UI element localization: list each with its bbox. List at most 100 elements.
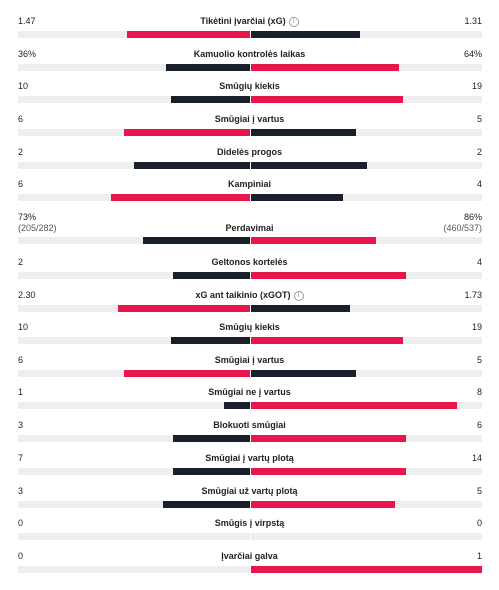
stat-home-bar-track bbox=[18, 402, 250, 409]
stat-home-main: 6 bbox=[18, 355, 24, 365]
stat-away-bar-track bbox=[251, 96, 482, 103]
stat-away-value: 4 bbox=[477, 257, 482, 268]
stat-home-main: 1.47 bbox=[18, 16, 36, 26]
stat-home-main: 10 bbox=[18, 81, 29, 91]
stat-label-text: Tikėtini įvarčiai (xG) bbox=[200, 16, 286, 26]
stat-away-bar-fill bbox=[251, 64, 399, 71]
stat-away-value: 6 bbox=[477, 420, 482, 431]
stat-away-bar-fill bbox=[251, 370, 356, 377]
stat-home-main: 2 bbox=[18, 147, 24, 157]
stat-away-bar-track bbox=[251, 468, 482, 475]
stat-row-smugiai-uz-vartu-plota: 3 5 Smūgiai už vartų plotą bbox=[0, 486, 499, 512]
stat-home-bar-fill bbox=[171, 96, 250, 103]
stat-home-bar-track bbox=[18, 96, 250, 103]
stat-home-value: 10 bbox=[18, 322, 28, 333]
stat-home-main: 1 bbox=[18, 387, 24, 397]
stat-home-bar-fill bbox=[173, 435, 250, 442]
stat-row-ivarciai-galva: 0 1 Įvarčiai galva bbox=[0, 551, 499, 577]
stat-away-bar-fill bbox=[251, 305, 350, 312]
stat-away-value: 5 bbox=[477, 486, 482, 497]
stat-home-main: 2 bbox=[18, 257, 24, 267]
stat-home-main: 3 bbox=[18, 486, 24, 496]
stat-away-value: 1.73 bbox=[464, 290, 482, 301]
stat-home-bar-track bbox=[18, 162, 250, 169]
stat-away-bar-track bbox=[251, 402, 482, 409]
stat-away-bar-track bbox=[251, 194, 482, 201]
stat-home-value: 3 bbox=[18, 486, 23, 497]
stat-row-xg-ant-taikinio-xgot: 2.30 1.73 xG ant taikinio (xGOT) i bbox=[0, 290, 499, 316]
stat-home-bar-track bbox=[18, 272, 250, 279]
stat-label: Geltonos kortelės bbox=[0, 257, 499, 268]
stat-away-value: 86% (460/537) bbox=[443, 212, 482, 234]
stat-row-smugiai-i-vartu-plota: 7 14 Smūgiai į vartų plotą bbox=[0, 453, 499, 479]
stat-home-main: 0 bbox=[18, 551, 24, 561]
stat-home-main: 6 bbox=[18, 114, 24, 124]
stat-label-text: Geltonos kortelės bbox=[211, 257, 288, 267]
stat-away-main: 14 bbox=[471, 453, 482, 463]
stat-away-main: 0 bbox=[476, 518, 482, 528]
stat-away-bar-fill bbox=[251, 237, 376, 244]
stat-home-value: 6 bbox=[18, 114, 23, 125]
stat-away-bar-track bbox=[251, 305, 482, 312]
stat-row-smugiai-ne-i-vartus: 1 8 Smūgiai ne į vartus bbox=[0, 387, 499, 413]
stat-away-bar-track bbox=[251, 435, 482, 442]
stat-label-text: Įvarčiai galva bbox=[221, 551, 278, 561]
stat-label: Smūgių kiekis bbox=[0, 322, 499, 333]
stat-home-bar-track bbox=[18, 468, 250, 475]
stat-home-main: 36% bbox=[18, 49, 37, 59]
stat-home-bar-fill bbox=[127, 31, 250, 38]
stat-away-main: 5 bbox=[476, 486, 482, 496]
stat-label-text: Kampiniai bbox=[227, 179, 271, 189]
stat-away-main: 6 bbox=[476, 420, 482, 430]
stat-label-text: Smūgių kiekis bbox=[219, 322, 280, 332]
stat-label-text: Didelės progos bbox=[216, 147, 282, 157]
stat-label-text: Smūgių kiekis bbox=[219, 81, 280, 91]
stat-label: Kampiniai bbox=[0, 179, 499, 190]
stat-away-bar-track bbox=[251, 64, 482, 71]
stat-home-bar-fill bbox=[134, 162, 250, 169]
stat-home-value: 0 bbox=[18, 518, 23, 529]
stat-home-main: 0 bbox=[18, 518, 24, 528]
stat-label: Įvarčiai galva bbox=[0, 551, 499, 562]
stat-home-main: 7 bbox=[18, 453, 24, 463]
stat-home-bar-fill bbox=[163, 501, 250, 508]
stat-row-blokuoti-smugiai: 3 6 Blokuoti smūgiai bbox=[0, 420, 499, 446]
stat-row-kampiniai: 6 4 Kampiniai bbox=[0, 179, 499, 205]
stat-away-main: 4 bbox=[476, 179, 482, 189]
stat-away-value: 14 bbox=[472, 453, 482, 464]
stat-label-text: xG ant taikinio (xGOT) bbox=[195, 290, 291, 300]
stat-home-value: 10 bbox=[18, 81, 28, 92]
stat-away-main: 64% bbox=[463, 49, 482, 59]
stat-home-bar-track bbox=[18, 533, 250, 540]
info-icon[interactable]: i bbox=[293, 291, 304, 301]
stat-away-bar-track bbox=[251, 501, 482, 508]
stat-home-bar-track bbox=[18, 31, 250, 38]
stat-home-bar-track bbox=[18, 305, 250, 312]
stat-home-value: 3 bbox=[18, 420, 23, 431]
stat-home-bar-fill bbox=[118, 305, 250, 312]
stat-row-dideles-progos: 2 2 Didelės progos bbox=[0, 147, 499, 173]
stat-away-value: 19 bbox=[472, 81, 482, 92]
stat-home-bar-fill bbox=[173, 468, 250, 475]
stat-away-value: 4 bbox=[477, 179, 482, 190]
stat-away-main: 19 bbox=[471, 81, 482, 91]
stat-home-bar-track bbox=[18, 501, 250, 508]
stat-away-value: 8 bbox=[477, 387, 482, 398]
stat-label-text: Smūgiai ne į vartus bbox=[208, 387, 291, 397]
stat-away-bar-fill bbox=[251, 566, 482, 573]
stat-away-bar-track bbox=[251, 237, 482, 244]
stat-home-value: 1.47 bbox=[18, 16, 36, 27]
info-icon[interactable]: i bbox=[288, 17, 299, 27]
stat-away-main: 19 bbox=[471, 322, 482, 332]
stat-away-main: 5 bbox=[476, 355, 482, 365]
stat-home-main: 3 bbox=[18, 420, 24, 430]
stat-away-bar-track bbox=[251, 337, 482, 344]
stat-label: Tikėtini įvarčiai (xG) i bbox=[0, 16, 499, 27]
stat-label-text: Smūgiai į vartų plotą bbox=[205, 453, 294, 463]
stat-home-main: 2.30 bbox=[18, 290, 36, 300]
stat-home-bar-track bbox=[18, 370, 250, 377]
stat-row-perdavimai: 73% (205/282) 86% (460/537) Perdavimai bbox=[0, 212, 499, 252]
stat-home-value: 7 bbox=[18, 453, 23, 464]
stat-home-bar-fill bbox=[166, 64, 250, 71]
